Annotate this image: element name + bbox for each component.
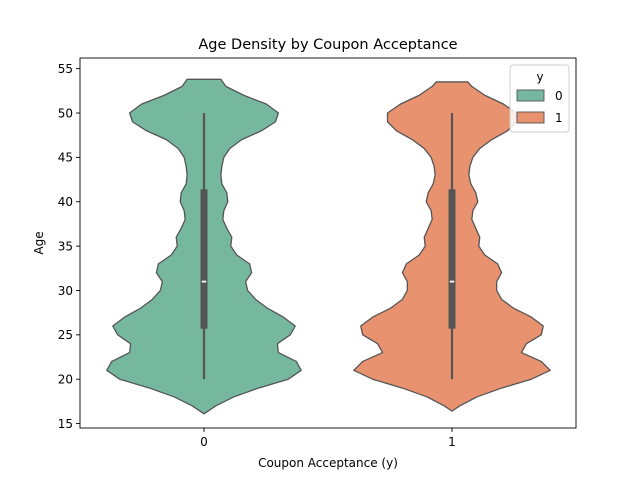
y-axis-label: Age [32, 231, 46, 254]
plot-frame [79, 57, 577, 429]
y-tick-label-45: 45 [58, 151, 73, 165]
iqr-box-1 [448, 189, 456, 329]
legend-title: y [536, 70, 543, 84]
x-tick-label-0: 0 [200, 435, 208, 449]
y-tick-label-50: 50 [58, 106, 73, 120]
y-tick-label-40: 40 [58, 195, 73, 209]
legend: y 0 1 [509, 64, 570, 133]
x-tick-label-1: 1 [448, 435, 456, 449]
y-tick-label-15: 15 [58, 417, 73, 431]
y-tick-label-30: 30 [58, 284, 73, 298]
x-axis-label: Coupon Acceptance (y) [258, 456, 398, 470]
box-layer [200, 113, 456, 380]
legend-swatch-1 [516, 111, 545, 124]
chart-title: Age Density by Coupon Acceptance [198, 37, 457, 53]
y-tick-label-25: 25 [58, 328, 73, 342]
legend-label-1: 1 [555, 111, 563, 125]
legend-swatch-0 [516, 89, 545, 102]
y-tick-label-55: 55 [58, 62, 73, 76]
y-tick-label-35: 35 [58, 239, 73, 253]
iqr-box-0 [200, 189, 208, 329]
y-tick-label-20: 20 [58, 372, 73, 386]
y-axis: 15 20 25 30 35 40 45 50 55 [58, 62, 80, 431]
legend-label-0: 0 [555, 89, 563, 103]
